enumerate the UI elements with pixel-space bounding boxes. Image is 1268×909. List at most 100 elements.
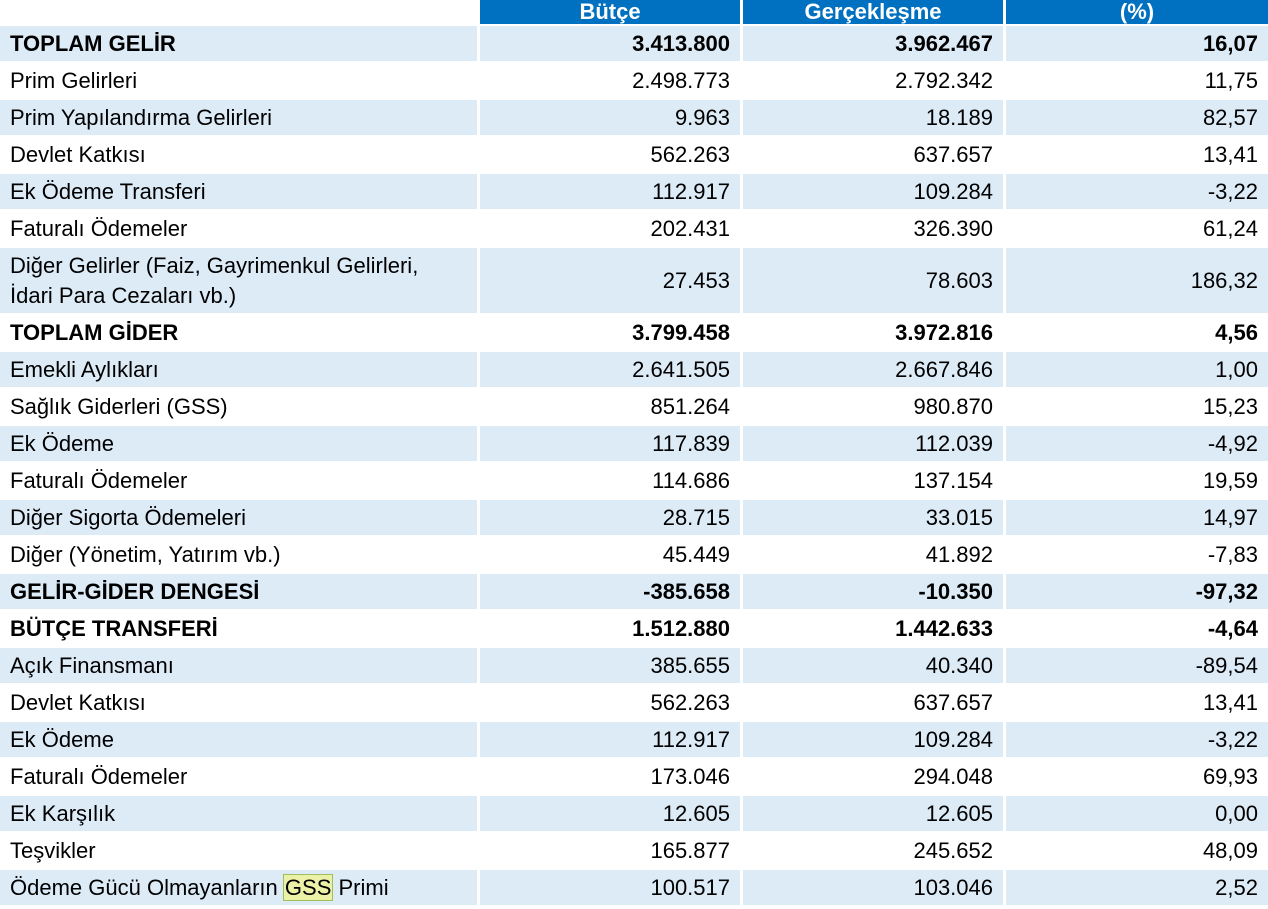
row-label: Faturalı Ödemeler: [0, 463, 480, 500]
table-row: Diğer Sigorta Ödemeleri 28.715 33.015 14,97: [0, 500, 1268, 537]
gerceklesme-value: 326.390: [743, 211, 1006, 248]
butce-value: 9.963: [480, 100, 743, 137]
percent-value: 13,41: [1006, 137, 1268, 174]
gerceklesme-value: 18.189: [743, 100, 1006, 137]
butce-value: 385.655: [480, 648, 743, 685]
row-label: Ek Karşılık: [0, 796, 480, 833]
butce-value: 3.799.458: [480, 315, 743, 352]
butce-value: 562.263: [480, 137, 743, 174]
table-row: Açık Finansmanı 385.655 40.340 -89,54: [0, 648, 1268, 685]
percent-value: 48,09: [1006, 833, 1268, 870]
gerceklesme-value: 12.605: [743, 796, 1006, 833]
percent-value: 15,23: [1006, 389, 1268, 426]
table-row: Faturalı Ödemeler 173.046 294.048 69,93: [0, 759, 1268, 796]
table-row: TOPLAM GİDER 3.799.458 3.972.816 4,56: [0, 315, 1268, 352]
gerceklesme-value: -10.350: [743, 574, 1006, 611]
row-label: Sağlık Giderleri (GSS): [0, 389, 480, 426]
table-body: TOPLAM GELİR 3.413.800 3.962.467 16,07 Prim …: [0, 26, 1268, 907]
row-label: Devlet Katkısı: [0, 685, 480, 722]
percent-value: -4,92: [1006, 426, 1268, 463]
percent-value: -3,22: [1006, 174, 1268, 211]
table-row: Teşvikler 165.877 245.652 48,09: [0, 833, 1268, 870]
percent-value: 2,52: [1006, 870, 1268, 907]
percent-value: 1,00: [1006, 352, 1268, 389]
butce-value: 12.605: [480, 796, 743, 833]
percent-value: 69,93: [1006, 759, 1268, 796]
butce-value: 112.917: [480, 722, 743, 759]
row-label: Diğer (Yönetim, Yatırım vb.): [0, 537, 480, 574]
header-percent: (%): [1006, 0, 1268, 26]
table-row: Faturalı Ödemeler 114.686 137.154 19,59: [0, 463, 1268, 500]
butce-value: 112.917: [480, 174, 743, 211]
row-label: TOPLAM GELİR: [0, 26, 480, 63]
table-row: Diğer (Yönetim, Yatırım vb.) 45.449 41.892…: [0, 537, 1268, 574]
gerceklesme-value: 112.039: [743, 426, 1006, 463]
row-label: Faturalı Ödemeler: [0, 211, 480, 248]
table-row: Emekli Aylıkları 2.641.505 2.667.846 1,00: [0, 352, 1268, 389]
header-row: Bütçe Gerçekleşme (%): [0, 0, 1268, 26]
butce-value: 114.686: [480, 463, 743, 500]
table-row: GELİR-GİDER DENGESİ -385.658 -10.350 -97,32: [0, 574, 1268, 611]
butce-value: 2.641.505: [480, 352, 743, 389]
gerceklesme-value: 33.015: [743, 500, 1006, 537]
butce-value: 100.517: [480, 870, 743, 907]
row-label-part: Ödeme Gücü Olmayanların: [10, 874, 284, 900]
butce-value: 562.263: [480, 685, 743, 722]
row-label: GELİR-GİDER DENGESİ: [0, 574, 480, 611]
table-row: Ek Ödeme 112.917 109.284 -3,22: [0, 722, 1268, 759]
table-row: Ödeme Gücü Olmayanların GSS Primi 100.517…: [0, 870, 1268, 907]
gerceklesme-value: 3.962.467: [743, 26, 1006, 63]
row-label: Diğer Gelirler (Faiz, Gayrimenkul Gelirl…: [0, 248, 480, 315]
butce-value: -385.658: [480, 574, 743, 611]
butce-value: 1.512.880: [480, 611, 743, 648]
table-row: Diğer Gelirler (Faiz, Gayrimenkul Gelirl…: [0, 248, 1268, 315]
percent-value: 82,57: [1006, 100, 1268, 137]
row-label: Faturalı Ödemeler: [0, 759, 480, 796]
percent-value: 11,75: [1006, 63, 1268, 100]
row-label: TOPLAM GİDER: [0, 315, 480, 352]
percent-value: -3,22: [1006, 722, 1268, 759]
gerceklesme-value: 78.603: [743, 248, 1006, 315]
gerceklesme-value: 103.046: [743, 870, 1006, 907]
gerceklesme-value: 3.972.816: [743, 315, 1006, 352]
row-label: Teşvikler: [0, 833, 480, 870]
row-label: BÜTÇE TRANSFERİ: [0, 611, 480, 648]
percent-value: -97,32: [1006, 574, 1268, 611]
butce-value: 851.264: [480, 389, 743, 426]
percent-value: -7,83: [1006, 537, 1268, 574]
gerceklesme-value: 109.284: [743, 722, 1006, 759]
table-row: Ek Ödeme Transferi 112.917 109.284 -3,22: [0, 174, 1268, 211]
butce-value: 173.046: [480, 759, 743, 796]
percent-value: 16,07: [1006, 26, 1268, 63]
row-label: Ödeme Gücü Olmayanların GSS Primi: [0, 870, 480, 907]
table-row: Sağlık Giderleri (GSS) 851.264 980.870 15,2…: [0, 389, 1268, 426]
percent-value: 61,24: [1006, 211, 1268, 248]
butce-value: 3.413.800: [480, 26, 743, 63]
row-label: Devlet Katkısı: [0, 137, 480, 174]
row-label: Prim Yapılandırma Gelirleri: [0, 100, 480, 137]
gerceklesme-value: 40.340: [743, 648, 1006, 685]
percent-value: 4,56: [1006, 315, 1268, 352]
row-label: Açık Finansmanı: [0, 648, 480, 685]
table-row: Ek Ödeme 117.839 112.039 -4,92: [0, 426, 1268, 463]
table-row: Ek Karşılık 12.605 12.605 0,00: [0, 796, 1268, 833]
table-row: BÜTÇE TRANSFERİ 1.512.880 1.442.633 -4,64: [0, 611, 1268, 648]
header-gerceklesme: Gerçekleşme: [743, 0, 1006, 26]
gerceklesme-value: 2.667.846: [743, 352, 1006, 389]
gerceklesme-value: 637.657: [743, 137, 1006, 174]
gerceklesme-value: 2.792.342: [743, 63, 1006, 100]
gerceklesme-value: 109.284: [743, 174, 1006, 211]
gerceklesme-value: 637.657: [743, 685, 1006, 722]
table-row: TOPLAM GELİR 3.413.800 3.962.467 16,07: [0, 26, 1268, 63]
row-label: Diğer Sigorta Ödemeleri: [0, 500, 480, 537]
table-row: Faturalı Ödemeler 202.431 326.390 61,24: [0, 211, 1268, 248]
table-row: Devlet Katkısı 562.263 637.657 13,41: [0, 685, 1268, 722]
table-row: Prim Yapılandırma Gelirleri 9.963 18.189 82…: [0, 100, 1268, 137]
gerceklesme-value: 1.442.633: [743, 611, 1006, 648]
row-label: Ek Ödeme: [0, 722, 480, 759]
gerceklesme-value: 980.870: [743, 389, 1006, 426]
butce-value: 2.498.773: [480, 63, 743, 100]
gerceklesme-value: 245.652: [743, 833, 1006, 870]
butce-value: 117.839: [480, 426, 743, 463]
